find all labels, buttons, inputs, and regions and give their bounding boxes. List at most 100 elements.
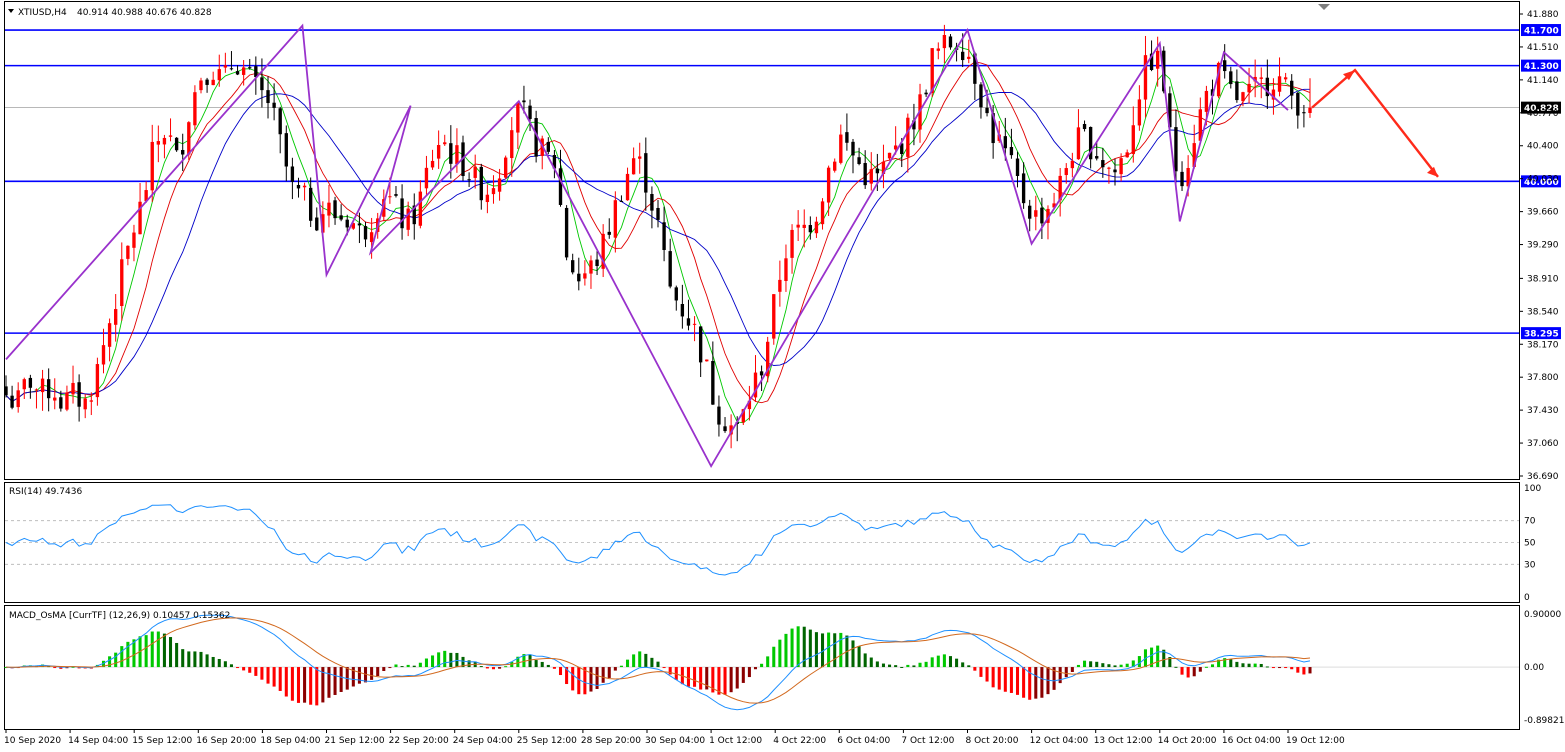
candle-body[interactable] [784, 258, 788, 281]
candle-body[interactable] [991, 113, 995, 144]
candle-body[interactable] [424, 167, 429, 189]
candle-body[interactable] [1180, 171, 1184, 187]
candle-body[interactable] [1149, 53, 1154, 70]
candle-body[interactable] [1241, 92, 1245, 102]
candle-body[interactable] [53, 397, 57, 401]
candle-body[interactable] [193, 92, 197, 126]
candle-body[interactable] [1137, 99, 1142, 126]
candle-body[interactable] [619, 200, 624, 202]
candle-body[interactable] [1070, 160, 1075, 169]
candle-body[interactable] [644, 153, 648, 193]
candle-body[interactable] [248, 67, 252, 69]
candle-body[interactable] [1308, 107, 1312, 113]
candle-body[interactable] [1040, 207, 1044, 224]
candle-body[interactable] [455, 145, 459, 165]
candle-body[interactable] [89, 400, 93, 402]
candle-body[interactable] [1235, 81, 1239, 101]
candle-body[interactable] [126, 245, 130, 259]
candle-body[interactable] [607, 231, 611, 235]
candle-body[interactable] [1107, 167, 1111, 169]
candle-body[interactable] [1223, 60, 1227, 72]
candle-body[interactable] [729, 425, 733, 435]
candle-body[interactable] [662, 222, 666, 250]
candle-body[interactable] [1052, 203, 1056, 208]
candle-body[interactable] [717, 406, 721, 425]
candle-body[interactable] [65, 392, 69, 410]
candle-body[interactable] [1277, 76, 1282, 92]
candle-body[interactable] [95, 364, 100, 398]
candle-body[interactable] [150, 141, 154, 191]
candle-body[interactable] [467, 179, 471, 181]
candle-body[interactable] [308, 187, 313, 221]
candle-body[interactable] [199, 80, 203, 91]
candle-body[interactable] [741, 409, 745, 423]
candle-body[interactable] [406, 208, 410, 230]
candle-body[interactable] [1296, 92, 1300, 116]
candle-body[interactable] [260, 77, 264, 91]
candle-body[interactable] [753, 372, 758, 398]
candle-body[interactable] [936, 48, 940, 51]
candle-body[interactable] [680, 303, 685, 317]
candle-body[interactable] [814, 221, 819, 234]
candle-body[interactable] [1046, 208, 1050, 223]
candle-body[interactable] [181, 149, 185, 155]
candle-body[interactable] [4, 386, 8, 396]
candle-body[interactable] [698, 326, 703, 363]
candle-body[interactable] [985, 107, 989, 114]
candle-body[interactable] [1119, 158, 1123, 175]
candle-body[interactable] [1204, 90, 1209, 112]
candle-body[interactable] [430, 160, 435, 168]
candle-body[interactable] [528, 105, 532, 119]
candle-body[interactable] [552, 155, 557, 169]
candle-body[interactable] [120, 259, 124, 307]
candle-body[interactable] [473, 166, 477, 178]
candle-body[interactable] [906, 117, 910, 157]
candle-body[interactable] [1021, 173, 1026, 204]
candle-body[interactable] [394, 194, 398, 196]
candle-body[interactable] [960, 51, 965, 61]
candle-body[interactable] [144, 190, 148, 202]
candle-body[interactable] [924, 92, 928, 95]
candle-body[interactable] [668, 251, 672, 287]
candle-body[interactable] [1076, 127, 1081, 160]
candle-body[interactable] [686, 318, 691, 326]
candle-body[interactable] [388, 196, 392, 198]
candle-body[interactable] [503, 157, 508, 178]
candle-body[interactable] [1271, 89, 1276, 100]
candle-body[interactable] [912, 120, 916, 130]
candle-body[interactable] [339, 215, 343, 220]
candle-body[interactable] [1259, 77, 1263, 79]
candle-body[interactable] [1101, 160, 1105, 168]
candle-body[interactable] [1229, 71, 1233, 85]
candle-body[interactable] [333, 200, 337, 219]
candle-body[interactable] [436, 145, 441, 159]
candle-body[interactable] [491, 188, 496, 195]
candle-body[interactable] [223, 65, 228, 68]
candle-body[interactable] [638, 156, 642, 159]
candle-body[interactable] [692, 323, 697, 325]
candle-body[interactable] [400, 198, 404, 229]
candle-body[interactable] [564, 207, 569, 258]
candle-body[interactable] [747, 400, 752, 410]
candle-body[interactable] [595, 259, 599, 267]
candle-body[interactable] [1095, 156, 1099, 159]
candle-body[interactable] [34, 389, 39, 391]
candle-body[interactable] [857, 157, 861, 164]
candle-body[interactable] [485, 194, 490, 203]
candle-body[interactable] [28, 377, 33, 388]
candle-body[interactable] [1216, 62, 1221, 97]
candle-body[interactable] [1155, 50, 1160, 69]
candle-body[interactable] [168, 135, 173, 137]
collapse-triangle-icon[interactable] [8, 9, 14, 13]
candle-body[interactable] [217, 69, 221, 81]
candle-body[interactable] [1168, 93, 1172, 128]
candle-body[interactable] [674, 287, 678, 301]
candle-body[interactable] [839, 134, 843, 163]
candle-body[interactable] [229, 68, 234, 70]
candle-body[interactable] [656, 207, 660, 220]
candle-body[interactable] [881, 161, 886, 175]
candle-body[interactable] [1088, 126, 1093, 160]
candle-body[interactable] [449, 143, 453, 164]
candle-body[interactable] [851, 141, 855, 156]
candle-body[interactable] [77, 382, 81, 407]
